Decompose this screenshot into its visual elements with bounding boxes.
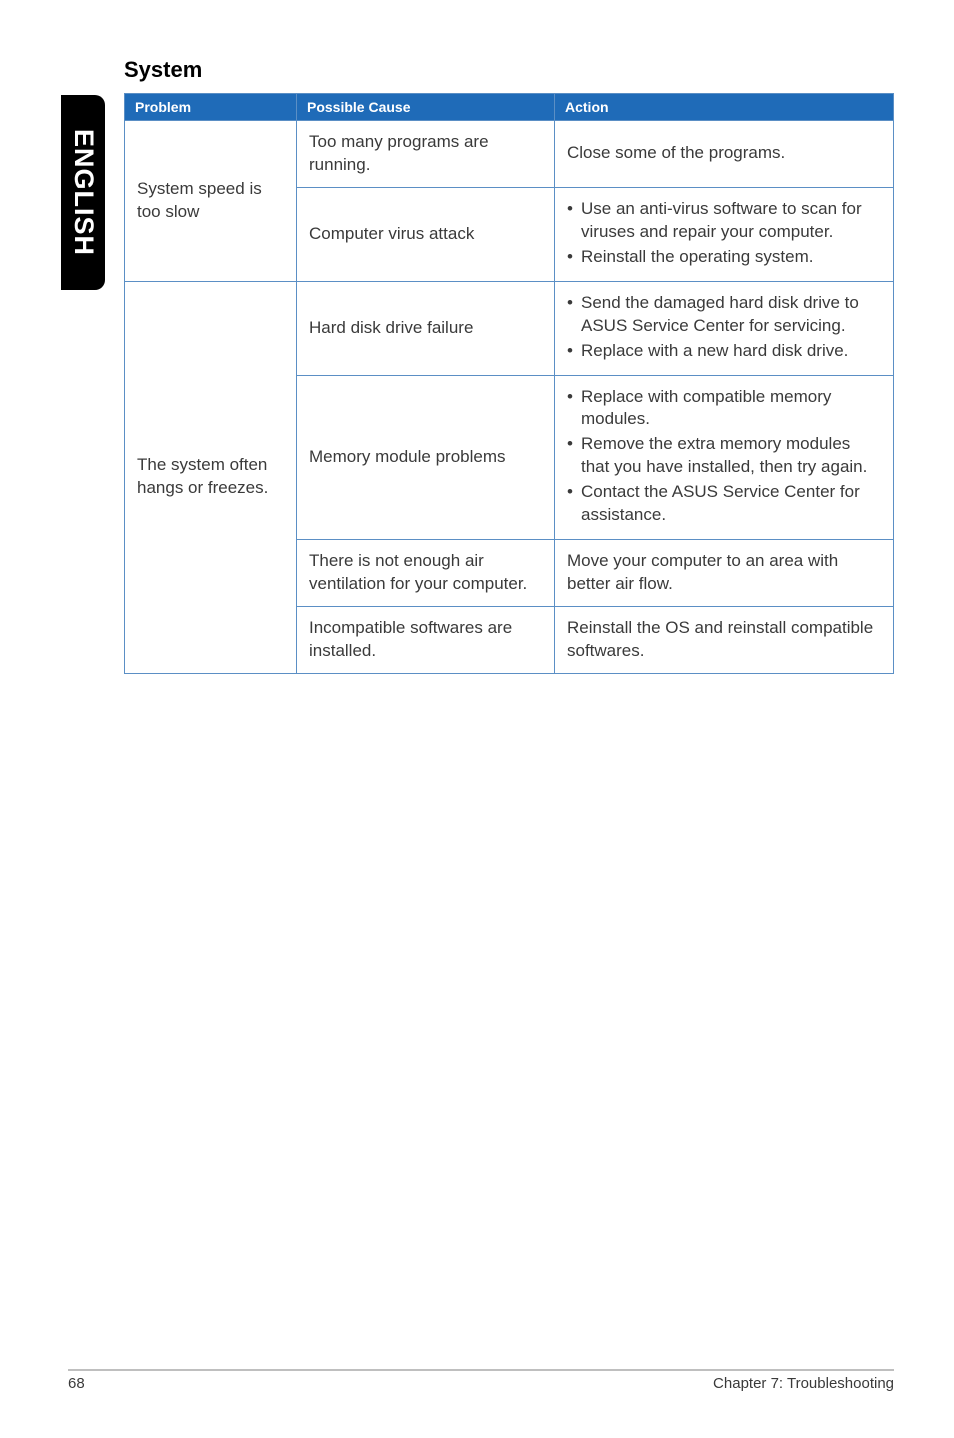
- page-footer: 68 Chapter 7: Troubleshooting: [68, 1369, 894, 1392]
- action-list: Send the damaged hard disk drive to ASUS…: [567, 292, 881, 363]
- cause-cell: Hard disk drive failure: [297, 281, 555, 375]
- action-item: Replace with a new hard disk drive.: [567, 340, 881, 363]
- language-tab-label: ENGLISH: [68, 129, 99, 256]
- cause-cell: Computer virus attack: [297, 187, 555, 281]
- action-item: Remove the extra memory modules that you…: [567, 433, 881, 479]
- problem-cell: System speed is too slow: [125, 121, 297, 282]
- action-list: Replace with compatible memory modules. …: [567, 386, 881, 528]
- chapter-label: Chapter 7: Troubleshooting: [713, 1375, 894, 1392]
- action-item: Use an anti-virus software to scan for v…: [567, 198, 881, 244]
- action-list: Use an anti-virus software to scan for v…: [567, 198, 881, 269]
- action-item: Send the damaged hard disk drive to ASUS…: [567, 292, 881, 338]
- page-number: 68: [68, 1375, 85, 1392]
- action-cell: Replace with compatible memory modules. …: [555, 375, 894, 540]
- action-cell: Send the damaged hard disk drive to ASUS…: [555, 281, 894, 375]
- header-cause: Possible Cause: [297, 94, 555, 121]
- action-item: Reinstall the operating system.: [567, 246, 881, 269]
- table-row: The system often hangs or freezes. Hard …: [125, 281, 894, 375]
- action-item: Contact the ASUS Service Center for assi…: [567, 481, 881, 527]
- language-tab: ENGLISH: [61, 95, 105, 290]
- table-row: System speed is too slow Too many progra…: [125, 121, 894, 188]
- header-action: Action: [555, 94, 894, 121]
- action-cell: Reinstall the OS and reinstall compatibl…: [555, 607, 894, 674]
- action-cell: Move your computer to an area with bette…: [555, 540, 894, 607]
- action-cell: Use an anti-virus software to scan for v…: [555, 187, 894, 281]
- cause-cell: Incompatible softwares are installed.: [297, 607, 555, 674]
- cause-cell: Memory module problems: [297, 375, 555, 540]
- main-content: System Problem Possible Cause Action Sys…: [124, 57, 894, 674]
- cause-cell: There is not enough air ventilation for …: [297, 540, 555, 607]
- action-item: Replace with compatible memory modules.: [567, 386, 881, 432]
- table-header-row: Problem Possible Cause Action: [125, 94, 894, 121]
- cause-cell: Too many programs are running.: [297, 121, 555, 188]
- section-title: System: [124, 57, 894, 83]
- action-cell: Close some of the programs.: [555, 121, 894, 188]
- header-problem: Problem: [125, 94, 297, 121]
- problem-cell: The system often hangs or freezes.: [125, 281, 297, 673]
- troubleshooting-table: Problem Possible Cause Action System spe…: [124, 93, 894, 674]
